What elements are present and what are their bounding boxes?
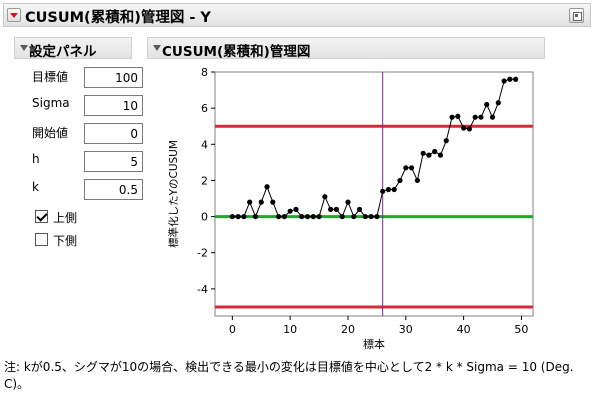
data-point	[247, 199, 253, 205]
data-point	[241, 213, 247, 220]
chart-panel-header[interactable]: CUSUM(累積和)管理図	[147, 37, 545, 60]
data-point	[356, 206, 363, 212]
disclosure-triangle-icon[interactable]	[153, 45, 161, 51]
y-tick-label: 2	[201, 174, 208, 187]
data-point	[339, 213, 345, 220]
data-point	[304, 213, 311, 220]
param-label-target: 目標値	[32, 70, 69, 84]
data-point	[501, 78, 507, 84]
data-point	[495, 100, 501, 106]
data-point	[264, 184, 270, 190]
display-options-icon[interactable]	[569, 8, 584, 23]
target-input[interactable]: 100	[84, 67, 143, 88]
data-point	[507, 76, 513, 82]
data-point	[252, 213, 259, 220]
data-point	[426, 152, 432, 158]
data-point	[420, 150, 426, 156]
data-point	[391, 186, 397, 193]
data-point	[403, 165, 409, 171]
param-label-k: k	[32, 180, 39, 194]
data-point	[362, 213, 368, 220]
y-tick-label: 6	[201, 102, 208, 115]
x-tick-label: 0	[229, 323, 236, 336]
data-point	[276, 213, 282, 220]
data-point	[432, 148, 438, 155]
window-title: CUSUM(累積和)管理図 - Y	[25, 10, 211, 26]
data-point	[316, 213, 322, 220]
upper-side-checkbox[interactable]	[35, 210, 48, 223]
data-point	[414, 177, 420, 184]
data-point	[478, 114, 484, 120]
data-point	[472, 114, 478, 120]
data-point	[229, 213, 235, 220]
data-point	[310, 213, 316, 220]
data-point	[293, 206, 299, 212]
data-point	[270, 199, 276, 205]
y-axis-label: 標準化したYのCUSUM	[167, 140, 180, 248]
data-point	[385, 186, 392, 193]
x-tick-label: 50	[514, 323, 528, 336]
upper-side-label: 上側	[53, 211, 78, 225]
k-input[interactable]: 0.5	[84, 179, 143, 200]
data-point	[513, 76, 519, 82]
data-point	[380, 188, 386, 194]
data-point	[368, 213, 374, 220]
y-tick-label: 4	[201, 138, 208, 151]
data-point	[328, 206, 334, 212]
settings-panel-header[interactable]: 設定パネル	[14, 37, 132, 60]
data-point	[484, 101, 490, 108]
red-triangle-menu-button[interactable]	[7, 8, 21, 22]
param-label-start: 開始値	[32, 126, 69, 140]
data-point	[351, 213, 357, 220]
data-point	[466, 126, 472, 132]
data-point	[408, 165, 415, 171]
data-point	[489, 114, 496, 120]
data-point	[397, 177, 403, 184]
data-point	[449, 114, 455, 120]
x-tick-label: 30	[399, 323, 413, 336]
data-point	[235, 213, 241, 220]
data-point	[443, 138, 449, 144]
x-axis-label: 標本	[363, 337, 385, 351]
y-tick-label: -4	[197, 283, 208, 296]
y-tick-label: -2	[197, 247, 208, 260]
data-point	[461, 125, 467, 131]
window-titlebar: CUSUM(累積和)管理図 - Y	[3, 3, 591, 27]
x-tick-label: 40	[457, 323, 471, 336]
lower-side-checkbox[interactable]	[35, 233, 48, 246]
data-point	[322, 194, 328, 200]
data-point	[287, 208, 293, 214]
x-tick-label: 20	[341, 323, 355, 336]
y-tick-label: 8	[201, 66, 208, 79]
disclosure-triangle-icon[interactable]	[20, 45, 28, 51]
cusum-chart: 0 10 20 30 40 50 -4 -2 0 2 4 6 8 標本 標準化したYのCUSUM	[167, 66, 534, 351]
data-point	[333, 206, 340, 212]
h-input[interactable]: 5	[84, 151, 143, 172]
data-point	[281, 213, 287, 220]
lower-side-label: 下側	[53, 234, 78, 248]
x-tick-label: 10	[283, 323, 297, 336]
sigma-input[interactable]: 10	[84, 95, 143, 116]
y-tick-label: 0	[201, 211, 208, 224]
footnote: 注: kが0.5、シグマが10の場合、検出できる最小の変化は目標値を中心として2…	[4, 360, 574, 391]
param-label-h: h	[32, 152, 40, 166]
data-point	[374, 213, 380, 220]
plot-frame	[214, 71, 534, 317]
data-point	[455, 113, 461, 119]
settings-panel-title: 設定パネル	[29, 44, 97, 60]
data-point	[437, 152, 444, 158]
chart-panel-title: CUSUM(累積和)管理図	[162, 44, 311, 60]
param-label-sigma: Sigma	[32, 96, 70, 110]
data-point	[345, 199, 351, 205]
data-point	[299, 213, 305, 220]
data-point	[258, 199, 264, 205]
start-value-input[interactable]: 0	[84, 123, 143, 144]
